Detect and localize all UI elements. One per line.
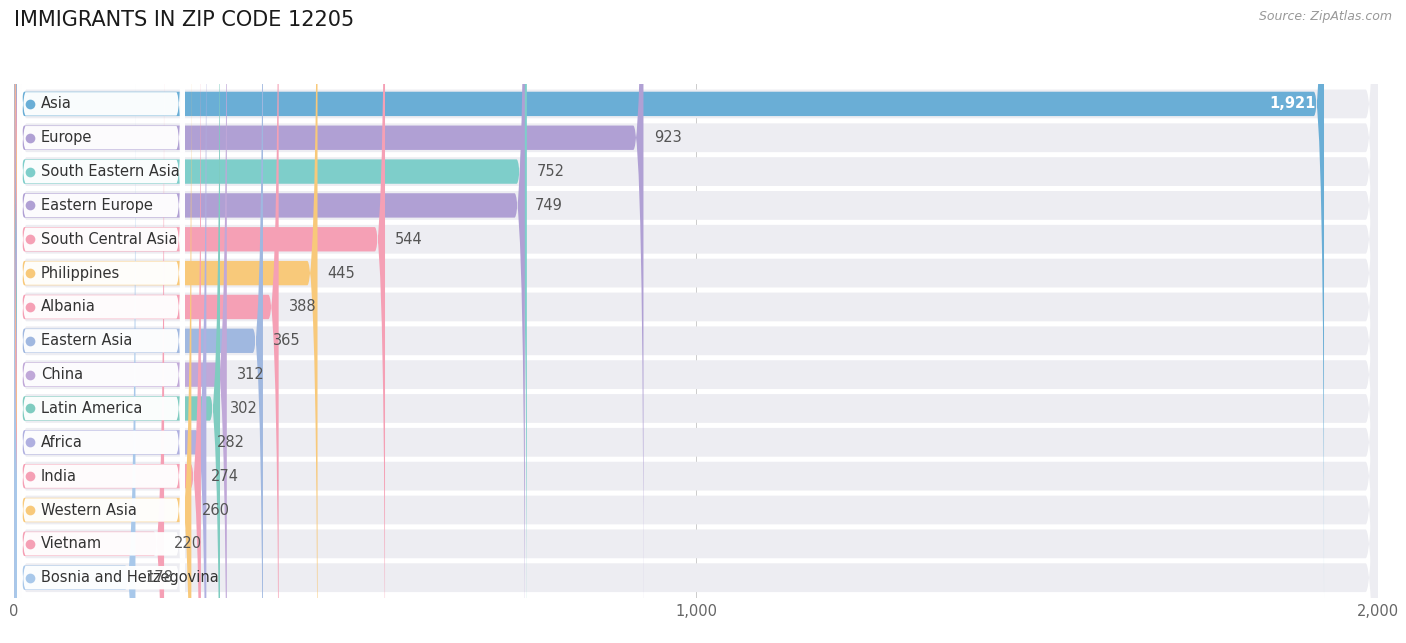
Text: China: China (41, 367, 83, 382)
FancyBboxPatch shape (14, 0, 1378, 643)
FancyBboxPatch shape (14, 0, 1378, 643)
FancyBboxPatch shape (17, 0, 184, 643)
FancyBboxPatch shape (14, 0, 385, 643)
FancyBboxPatch shape (14, 0, 318, 643)
Text: 544: 544 (395, 231, 423, 247)
FancyBboxPatch shape (17, 14, 184, 643)
FancyBboxPatch shape (14, 0, 278, 643)
FancyBboxPatch shape (14, 0, 1378, 643)
FancyBboxPatch shape (14, 0, 1378, 643)
FancyBboxPatch shape (14, 0, 644, 633)
Text: Bosnia and Herzegovina: Bosnia and Herzegovina (41, 570, 218, 585)
Text: Eastern Asia: Eastern Asia (41, 333, 132, 349)
Text: Source: ZipAtlas.com: Source: ZipAtlas.com (1258, 10, 1392, 23)
FancyBboxPatch shape (17, 0, 184, 532)
FancyBboxPatch shape (14, 0, 201, 643)
Text: 282: 282 (217, 435, 245, 450)
FancyBboxPatch shape (17, 116, 184, 643)
Text: Vietnam: Vietnam (41, 536, 101, 551)
FancyBboxPatch shape (14, 0, 1378, 643)
FancyBboxPatch shape (14, 0, 1378, 643)
Text: 388: 388 (288, 300, 316, 314)
Text: Asia: Asia (41, 96, 72, 111)
FancyBboxPatch shape (14, 0, 524, 643)
FancyBboxPatch shape (14, 0, 1378, 643)
Text: Europe: Europe (41, 131, 91, 145)
Text: 923: 923 (654, 131, 682, 145)
Text: 365: 365 (273, 333, 301, 349)
Text: 1,921: 1,921 (1270, 96, 1316, 111)
FancyBboxPatch shape (14, 0, 1378, 643)
FancyBboxPatch shape (17, 0, 184, 643)
Text: 220: 220 (174, 536, 202, 551)
FancyBboxPatch shape (14, 82, 135, 643)
FancyBboxPatch shape (14, 0, 1378, 643)
FancyBboxPatch shape (14, 0, 207, 643)
FancyBboxPatch shape (14, 48, 165, 643)
FancyBboxPatch shape (17, 149, 184, 643)
Text: South Eastern Asia: South Eastern Asia (41, 164, 180, 179)
FancyBboxPatch shape (17, 0, 184, 633)
FancyBboxPatch shape (17, 0, 184, 600)
FancyBboxPatch shape (14, 0, 226, 643)
Text: South Central Asia: South Central Asia (41, 231, 177, 247)
FancyBboxPatch shape (14, 0, 263, 643)
Text: IMMIGRANTS IN ZIP CODE 12205: IMMIGRANTS IN ZIP CODE 12205 (14, 10, 354, 30)
Text: Eastern Europe: Eastern Europe (41, 198, 152, 213)
Text: 178: 178 (146, 570, 173, 585)
Text: Philippines: Philippines (41, 266, 120, 280)
FancyBboxPatch shape (14, 0, 1378, 643)
Text: 312: 312 (238, 367, 264, 382)
FancyBboxPatch shape (17, 0, 184, 566)
FancyBboxPatch shape (14, 0, 527, 643)
FancyBboxPatch shape (14, 0, 1378, 643)
Text: Africa: Africa (41, 435, 83, 450)
Text: 445: 445 (328, 266, 356, 280)
FancyBboxPatch shape (17, 0, 184, 643)
Text: 274: 274 (211, 469, 239, 484)
Text: Latin America: Latin America (41, 401, 142, 416)
Text: Western Asia: Western Asia (41, 502, 136, 518)
FancyBboxPatch shape (17, 82, 184, 643)
FancyBboxPatch shape (17, 0, 184, 498)
FancyBboxPatch shape (14, 0, 1378, 643)
FancyBboxPatch shape (17, 48, 184, 643)
FancyBboxPatch shape (17, 183, 184, 643)
Text: Albania: Albania (41, 300, 96, 314)
Text: India: India (41, 469, 77, 484)
FancyBboxPatch shape (14, 0, 219, 643)
FancyBboxPatch shape (17, 0, 184, 643)
Text: 752: 752 (537, 164, 565, 179)
Text: 749: 749 (536, 198, 562, 213)
Text: 260: 260 (201, 502, 229, 518)
FancyBboxPatch shape (14, 0, 1324, 599)
Text: 302: 302 (231, 401, 259, 416)
FancyBboxPatch shape (14, 15, 191, 643)
FancyBboxPatch shape (14, 0, 1378, 643)
FancyBboxPatch shape (14, 0, 1378, 643)
FancyBboxPatch shape (14, 0, 1378, 643)
